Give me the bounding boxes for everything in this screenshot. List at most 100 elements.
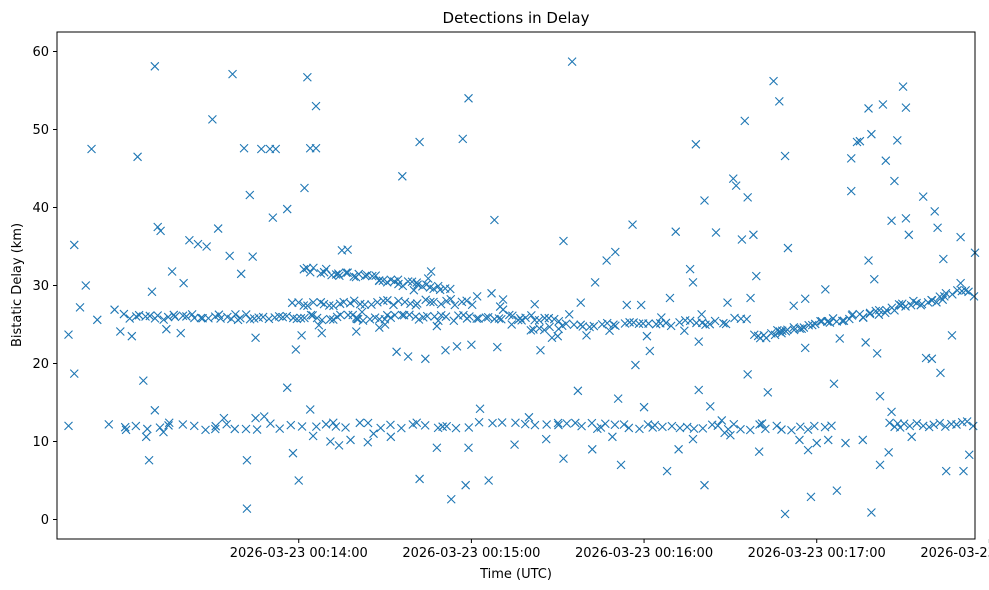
data-point — [956, 232, 965, 242]
data-point — [374, 323, 384, 333]
data-point — [901, 302, 910, 311]
data-point — [164, 418, 174, 428]
data-point — [138, 376, 148, 386]
data-point — [839, 316, 849, 326]
data-point — [415, 474, 424, 484]
data-point — [436, 310, 446, 320]
data-point — [357, 307, 367, 317]
data-point — [294, 298, 303, 307]
data-point — [408, 420, 418, 429]
data-point — [495, 302, 505, 311]
data-point — [302, 263, 312, 273]
data-point — [540, 313, 550, 323]
y-tick-label: 10 — [32, 435, 49, 450]
data-point — [510, 440, 519, 450]
data-point — [179, 278, 189, 288]
data-point — [887, 407, 896, 417]
data-point — [125, 314, 135, 323]
data-point — [927, 295, 936, 305]
data-point — [208, 114, 217, 124]
data-point — [282, 383, 292, 393]
data-point — [345, 298, 355, 308]
data-point — [474, 314, 483, 323]
data-point — [115, 327, 125, 336]
data-point — [800, 294, 810, 304]
data-point — [869, 274, 879, 284]
data-point — [728, 174, 738, 184]
data-point — [474, 417, 484, 427]
data-point — [423, 274, 433, 283]
data-point — [256, 144, 266, 154]
data-point — [549, 314, 559, 324]
data-point — [349, 272, 359, 281]
data-point — [498, 295, 508, 304]
data-point — [608, 432, 617, 442]
data-point — [309, 263, 318, 273]
data-point — [625, 317, 634, 327]
data-point — [363, 437, 373, 447]
x-tick-label: 2026-03-23 00:14:00 — [230, 546, 368, 561]
data-point — [634, 319, 644, 329]
data-point — [757, 419, 767, 428]
data-point — [464, 423, 474, 432]
data-point — [465, 312, 474, 321]
data-point — [780, 151, 790, 161]
data-point — [429, 297, 438, 307]
data-point — [941, 466, 951, 476]
data-point — [405, 310, 414, 320]
data-point — [472, 314, 482, 323]
data-point — [386, 432, 396, 442]
data-point — [386, 313, 396, 323]
data-point — [777, 425, 786, 434]
data-point — [783, 325, 792, 335]
data-point — [367, 300, 376, 310]
data-point — [797, 324, 807, 334]
data-point — [242, 455, 252, 465]
data-point — [248, 252, 258, 262]
y-tick-label: 40 — [32, 201, 49, 216]
data-point — [665, 293, 675, 303]
data-point — [382, 277, 392, 287]
data-point — [312, 313, 322, 323]
data-point — [420, 421, 430, 430]
data-point — [398, 281, 408, 291]
data-point — [688, 434, 698, 444]
data-point — [806, 492, 816, 502]
data-point — [661, 318, 671, 328]
data-point — [317, 328, 327, 338]
data-point — [450, 300, 460, 310]
data-point — [178, 311, 188, 321]
data-point — [241, 310, 251, 319]
data-point — [452, 341, 462, 351]
data-point — [729, 419, 739, 429]
data-point — [145, 311, 155, 321]
data-point — [159, 427, 168, 437]
data-point — [689, 424, 699, 434]
data-point — [371, 271, 381, 281]
data-point — [780, 509, 790, 519]
data-point — [770, 330, 780, 340]
data-point — [308, 431, 318, 441]
data-point — [685, 316, 695, 326]
x-tick-label: 2026-03-23 00:16:00 — [575, 546, 713, 561]
data-point — [120, 422, 130, 432]
data-point — [795, 435, 804, 445]
data-point — [311, 422, 321, 431]
data-point — [844, 314, 854, 324]
data-point — [403, 277, 413, 286]
data-point — [492, 342, 502, 352]
data-point — [969, 292, 979, 301]
data-point — [745, 425, 755, 435]
data-point — [658, 422, 667, 432]
data-point — [912, 419, 922, 428]
data-point — [235, 313, 245, 323]
data-point — [858, 312, 868, 322]
data-point — [772, 325, 782, 335]
data-point — [127, 331, 137, 341]
data-point — [426, 267, 436, 276]
data-point — [962, 417, 972, 426]
data-point — [789, 301, 799, 311]
data-point — [751, 271, 761, 281]
data-point — [885, 418, 894, 428]
data-point — [355, 418, 365, 428]
